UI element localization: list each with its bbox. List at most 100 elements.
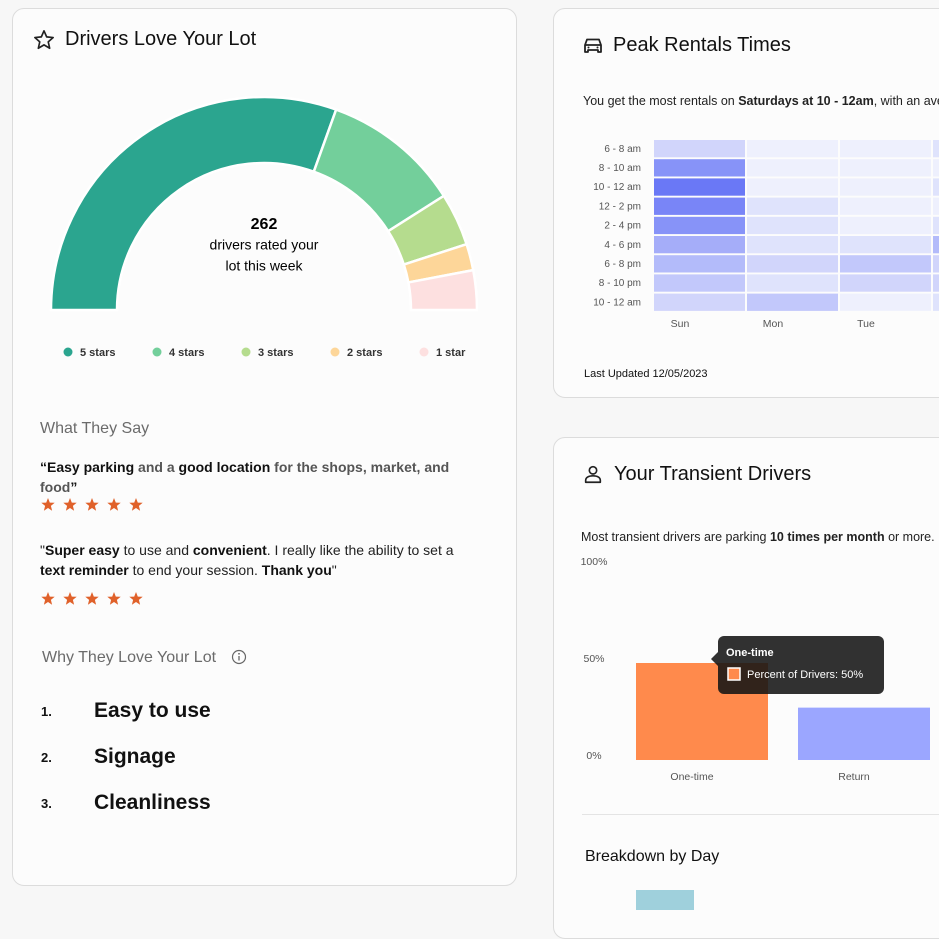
heatmap-cell xyxy=(747,216,838,235)
star xyxy=(41,498,55,511)
review-text: Thank you xyxy=(261,562,332,578)
heatmap-cell xyxy=(747,178,838,196)
reason-text: Signage xyxy=(94,745,176,768)
y-tick-label: 8 - 10 pm xyxy=(599,278,641,289)
heatmap-cell xyxy=(654,159,745,177)
heatmap-cell xyxy=(840,216,931,235)
heatmap-cell xyxy=(840,159,931,177)
x-tick-label: Mon xyxy=(763,318,784,330)
star-rating xyxy=(41,498,143,511)
summary-text: or more. xyxy=(884,530,935,544)
star xyxy=(107,592,121,605)
legend-dot xyxy=(241,347,251,357)
summary-text: Most transient drivers are parking xyxy=(581,530,770,544)
heatmap-cell xyxy=(654,236,745,254)
star xyxy=(107,498,121,511)
legend-dot xyxy=(63,347,73,357)
review: “Easy parking and a good location for th… xyxy=(40,457,480,497)
review-text: and a xyxy=(134,459,179,475)
section-heading: What They Say xyxy=(40,420,150,437)
y-tick-label: 8 - 10 am xyxy=(599,163,641,174)
summary: You get the most rentals on Saturdays at… xyxy=(583,94,939,108)
car-icon xyxy=(584,38,602,53)
star-icon xyxy=(34,30,54,50)
heatmap-cell xyxy=(654,293,745,311)
tooltip-swatch xyxy=(727,667,741,681)
divider xyxy=(582,814,939,815)
review-text: . I really like the ability to set a xyxy=(266,542,454,558)
y-tick-label: 4 - 6 pm xyxy=(604,240,641,251)
card-title: Peak Rentals Times xyxy=(613,34,791,56)
y-tick-label: 100% xyxy=(581,556,608,568)
gauge-segment xyxy=(406,268,479,312)
review-text: “Easy parking xyxy=(40,459,135,475)
total-caption: lot this week xyxy=(225,258,303,274)
tooltip-box xyxy=(718,636,884,694)
reason-text: Easy to use xyxy=(94,699,211,722)
heatmap-cell xyxy=(654,197,745,215)
last-updated: Last Updated 12/05/2023 xyxy=(584,368,708,380)
heatmap-cell xyxy=(933,140,939,158)
heatmap-cell xyxy=(840,140,931,158)
person-icon xyxy=(584,465,602,484)
y-tick-label: 6 - 8 pm xyxy=(604,259,641,270)
review-text: for the shops, market, and food xyxy=(40,459,450,495)
heatmap-cell xyxy=(747,236,838,254)
y-tick-label: 10 - 12 am xyxy=(593,297,641,308)
heatmap-cell xyxy=(654,140,745,158)
star xyxy=(41,592,55,605)
heatmap-cell xyxy=(747,197,838,215)
heatmap-cell xyxy=(747,274,838,292)
info-icon[interactable] xyxy=(231,649,247,665)
summary: Most transient drivers are parking 10 ti… xyxy=(581,530,935,544)
heatmap-cell xyxy=(933,216,939,235)
x-tick-label: Sun xyxy=(671,318,690,330)
card-title: Your Transient Drivers xyxy=(614,463,812,485)
star xyxy=(85,498,99,511)
heatmap-cell xyxy=(840,274,931,292)
gauge-segment xyxy=(49,95,338,312)
y-tick-label: 12 - 2 pm xyxy=(599,201,641,212)
summary-text: , with an ave xyxy=(873,94,939,108)
legend-dot xyxy=(330,347,340,357)
section-heading: Why They Love Your Lot xyxy=(42,649,217,666)
legend-label: 5 stars xyxy=(80,347,115,359)
total-count: 262 xyxy=(251,216,278,233)
reason-text: Cleanliness xyxy=(94,791,211,814)
heatmap-cell xyxy=(933,293,939,311)
reason-rank: 3. xyxy=(41,796,52,811)
heatmap-cell xyxy=(654,255,745,273)
heatmap-cell xyxy=(933,178,939,196)
summary-text: You get the most rentals on xyxy=(583,94,739,108)
legend-dot xyxy=(419,347,429,357)
review-text: " xyxy=(40,542,45,558)
review-text: ” xyxy=(70,479,78,495)
legend-label: 2 stars xyxy=(347,347,382,359)
heatmap-cell xyxy=(933,197,939,215)
star xyxy=(129,592,143,605)
heatmap-cell xyxy=(933,159,939,177)
charts-layer: 5 stars 4 stars 3 stars 2 stars 1 star 262 dri… xyxy=(49,95,939,783)
x-tick-label: Tue xyxy=(857,318,875,330)
review: "Super easy to use and convenient. I rea… xyxy=(40,540,480,580)
legend-dot xyxy=(152,347,162,357)
tooltip-title: One-time xyxy=(726,647,774,659)
heatmap-cell xyxy=(840,236,931,254)
y-tick-label: 0% xyxy=(586,750,601,762)
heatmap-cell xyxy=(840,293,931,311)
star xyxy=(85,592,99,605)
y-tick-label: 50% xyxy=(583,653,604,665)
review-text: to end your session. xyxy=(128,562,262,578)
y-tick-label: 2 - 4 pm xyxy=(604,221,641,232)
tooltip-pointer xyxy=(711,652,718,666)
tooltip-text: Percent of Drivers: 50% xyxy=(747,669,863,681)
heatmap-cell xyxy=(840,197,931,215)
reason-rank: 2. xyxy=(41,750,52,765)
heatmap-cell xyxy=(747,159,838,177)
x-tick-label: One-time xyxy=(670,771,713,783)
bar xyxy=(798,707,930,760)
review-text: " xyxy=(331,562,337,578)
y-tick-label: 6 - 8 am xyxy=(604,144,641,155)
x-tick-label: Return xyxy=(838,771,870,783)
review-text: to use and xyxy=(119,542,193,558)
